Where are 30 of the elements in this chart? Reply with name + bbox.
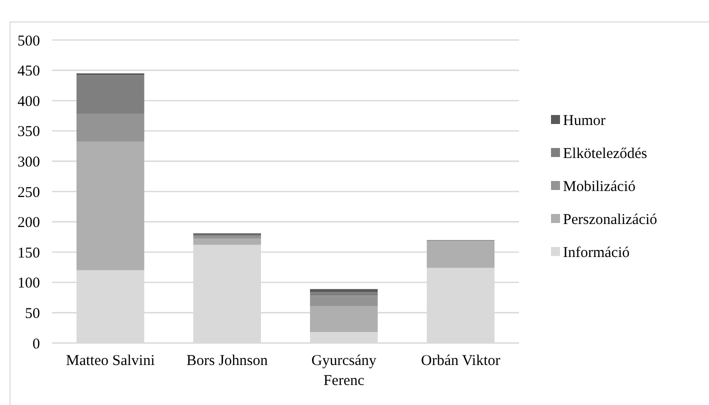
bar: [310, 292, 378, 296]
y-tick-label: 500: [18, 33, 40, 50]
bar: [310, 289, 378, 292]
bar: [76, 75, 144, 114]
y-tick-label: 400: [18, 94, 40, 110]
y-tick-label: 100: [18, 276, 40, 292]
y-tick-label: 0: [32, 336, 40, 352]
x-tick-label: Bors Johnson: [186, 353, 268, 369]
y-tick-label: 350: [18, 124, 40, 140]
bar: [310, 296, 378, 306]
legend-label: Perszonalizáció: [563, 212, 658, 228]
y-tick-label: 200: [18, 215, 40, 232]
bar: [193, 238, 261, 245]
bar: [310, 306, 378, 332]
y-tick-label: 450: [18, 64, 40, 80]
y-tick-label: 300: [18, 154, 40, 170]
x-tick-label: Matteo Salvini: [66, 353, 155, 369]
legend-label: Mobilizáció: [563, 179, 636, 195]
legend-label: Információ: [563, 245, 630, 261]
y-tick-label: 250: [18, 184, 40, 201]
x-tick-label: Orbán Viktor: [421, 353, 500, 369]
bar: [76, 114, 144, 142]
bar: [76, 142, 144, 270]
legend-label: Elköteleződés: [563, 146, 648, 162]
x-tick-label: Gyurcsány Ferenc: [311, 353, 377, 389]
y-tick-label: 50: [25, 306, 40, 322]
bar: [426, 241, 494, 268]
y-tick-label: 150: [18, 245, 40, 262]
bar: [193, 236, 261, 239]
legend-label: Humor: [563, 113, 606, 129]
